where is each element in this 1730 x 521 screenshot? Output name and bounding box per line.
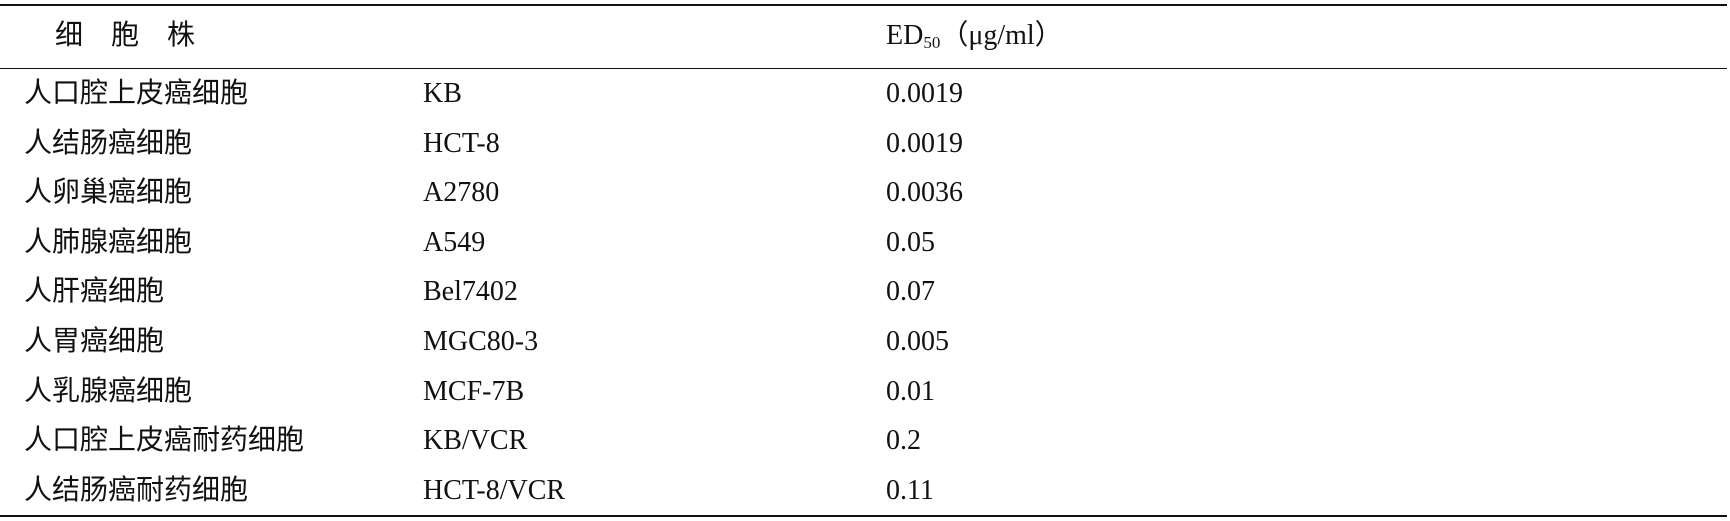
table-cell: KB/VCR (423, 425, 528, 457)
table-cell: 人卵巢癌细胞 (24, 177, 193, 209)
table-cell: 人肝癌细胞 (24, 276, 165, 308)
header-rule (0, 68, 1727, 69)
table-cell: 0.05 (886, 226, 935, 258)
table-cell: 0.005 (886, 326, 949, 357)
table-cell: Bel7402 (423, 276, 518, 308)
table-cell: HCT-8/VCR (423, 474, 566, 506)
top-rule (0, 4, 1727, 6)
table-cell: MGC80-3 (423, 326, 539, 357)
header-text: （μg/ml） (940, 20, 1063, 51)
table-cell: A549 (423, 226, 486, 258)
header-text: ED (886, 20, 924, 51)
table-cell: 人胃癌细胞 (24, 326, 165, 357)
header-cell: ED50（μg/ml） (886, 19, 1063, 60)
table-cell: 人口腔上皮癌耐药细胞 (24, 425, 305, 457)
table-cell: 0.11 (886, 474, 934, 506)
table-cell: 0.0019 (886, 127, 963, 159)
header-subscript: 50 (923, 33, 941, 52)
table-cell: 0.0036 (886, 177, 963, 209)
table-cell: 人口腔上皮癌细胞 (24, 78, 249, 109)
table-cell: A2780 (423, 177, 500, 209)
table-cell: 人乳腺癌细胞 (24, 375, 193, 407)
table-cell: MCF-7B (423, 375, 525, 407)
table-cell: 0.0019 (886, 78, 963, 109)
header-cell: 细 胞 株 (55, 20, 196, 51)
table-cell: 人结肠癌耐药细胞 (24, 474, 249, 506)
table-cell: HCT-8 (423, 127, 500, 159)
bottom-rule (0, 515, 1727, 517)
table-cell: 0.01 (886, 375, 935, 407)
table-cell: 人结肠癌细胞 (24, 127, 193, 159)
table-cell: 0.2 (886, 425, 921, 457)
table-cell: KB (423, 78, 462, 109)
table-cell: 人肺腺癌细胞 (24, 226, 193, 258)
table-cell: 0.07 (886, 276, 935, 308)
